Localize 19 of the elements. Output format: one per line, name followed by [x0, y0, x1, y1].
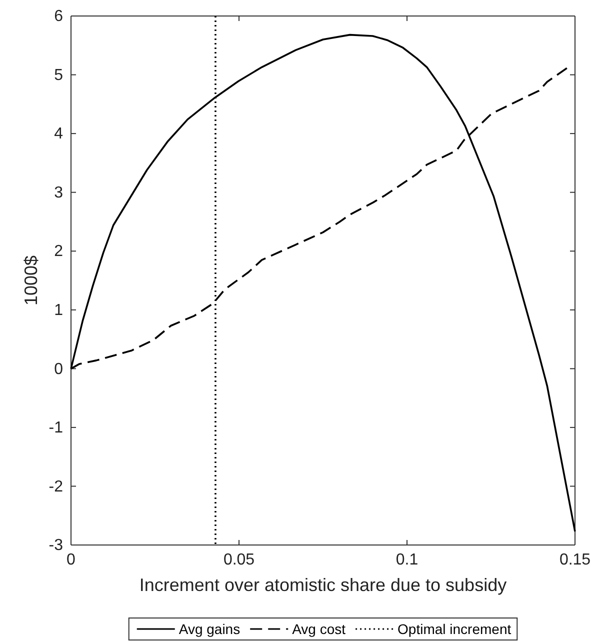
y-tick-label: 0	[54, 360, 64, 378]
x-axis-title: Increment over atomistic share due to subsidy	[139, 575, 507, 595]
y-tick-label: -1	[48, 420, 64, 437]
y-axis-title: 1000$	[21, 255, 41, 306]
x-tick-label: 0.05	[223, 551, 255, 568]
y-tick-label: -2	[48, 478, 64, 496]
y-tick-label: 1	[54, 302, 64, 320]
legend-label: Avg gains	[178, 621, 240, 637]
x-tick-label: 0.1	[396, 551, 418, 568]
x-tick-label: 0.15	[559, 551, 591, 568]
y-tick-label: 5	[54, 66, 64, 84]
y-tick-label: 4	[54, 126, 64, 143]
legend-label: Optimal increment	[398, 621, 512, 637]
y-tick-label: 3	[54, 184, 64, 202]
x-tick-label: 0	[66, 551, 76, 568]
legend-label: Avg cost	[292, 621, 346, 637]
y-tick-label: 2	[54, 243, 64, 260]
y-tick-label: -3	[48, 537, 64, 554]
y-tick-label: 6	[54, 8, 64, 26]
